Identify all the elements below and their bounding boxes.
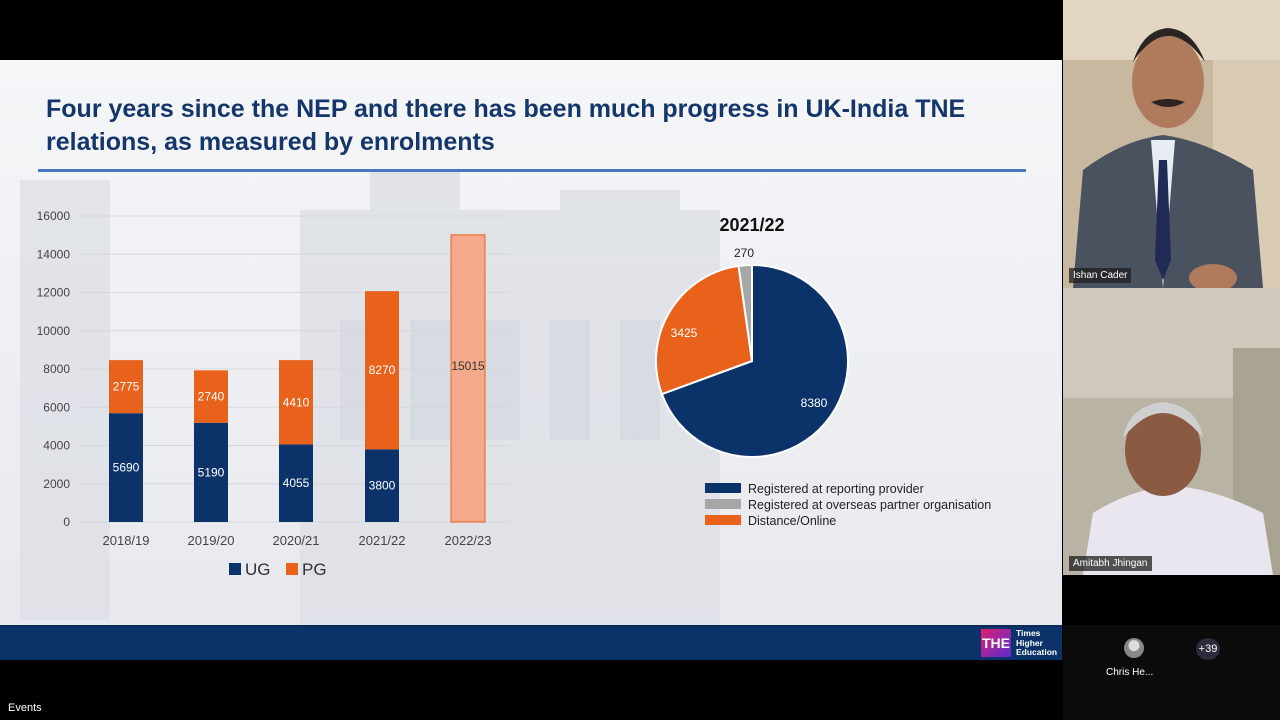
pie-legend-swatch [705, 483, 741, 493]
x-tick-label: 2021/22 [359, 533, 406, 548]
x-tick-label: 2018/19 [103, 533, 150, 548]
bar-ug-value-label: 4055 [283, 476, 310, 490]
x-tick-label: 2020/21 [273, 533, 320, 548]
speaker-1-video [1063, 0, 1280, 288]
the-logo-badge: THE [981, 629, 1011, 658]
legend-label-ug: UG [245, 560, 271, 579]
slide-background [0, 60, 1062, 625]
y-tick-label: 6000 [43, 400, 70, 414]
y-tick-label: 4000 [43, 439, 70, 453]
legend-label-pg: PG [302, 560, 327, 579]
title-divider [38, 169, 1026, 172]
the-logo-text: Times Higher Education [1016, 628, 1058, 658]
participant-strip [1063, 625, 1280, 720]
the-logo: THE Times Higher Education [981, 628, 1058, 658]
pie-slice [737, 263, 753, 362]
video-tile-speaker-1[interactable]: Ishan Cader [1063, 0, 1280, 288]
pie-slice [655, 264, 754, 396]
brand-line-3: Education [1016, 647, 1058, 657]
y-tick-label: 2000 [43, 477, 70, 491]
y-tick-label: 14000 [37, 247, 71, 261]
video-tile-speaker-2[interactable]: Amitabh Jhingan [1063, 288, 1280, 575]
speaker-2-name-tag: Amitabh Jhingan [1069, 556, 1152, 571]
pie-slice [660, 263, 849, 458]
bar-pg [365, 291, 399, 450]
bar-pg [194, 370, 228, 423]
pie-value-label: 270 [734, 246, 754, 260]
bar-ug [109, 413, 143, 522]
pie-legend-swatch [705, 499, 741, 509]
bar-ug [279, 444, 313, 522]
slide-title: Four years since the NEP and there has b… [46, 95, 966, 156]
bar-total [450, 234, 486, 523]
charts-area: 0 2000 4000 6000 8000 10000 12000 14000 16000 569… [37, 209, 992, 579]
bar-pg-value-label: 2775 [113, 380, 140, 394]
bar-ug [194, 422, 228, 522]
x-tick-label: 2022/23 [445, 533, 492, 548]
bar-pg-value-label: 8270 [369, 363, 396, 377]
bar-pg-value-label: 4410 [283, 395, 310, 409]
speaker-2-video [1063, 288, 1280, 575]
pie-legend-label: Distance/Online [748, 514, 836, 528]
brand-line-2: Higher [1016, 637, 1043, 648]
legend-swatch-pg [286, 563, 298, 575]
bar-pg-value-label: 2740 [198, 390, 225, 404]
pie-title: 2021/22 [719, 215, 784, 235]
y-tick-label: 8000 [43, 362, 70, 376]
events-label[interactable]: Events [8, 702, 42, 714]
pie-legend-swatch [705, 515, 741, 525]
pie-value-label: 3425 [671, 326, 698, 340]
legend-swatch-ug [229, 563, 241, 575]
bar-pg [279, 360, 313, 445]
pie-legend-label: Registered at reporting provider [748, 482, 924, 496]
presentation-slide: Four years since the NEP and there has b… [0, 60, 1062, 625]
bar-total-value-label: 15015 [451, 359, 485, 373]
speaker-1-name-tag: Ishan Cader [1069, 268, 1132, 283]
pie-value-label: 8380 [801, 396, 828, 410]
x-tick-label: 2019/20 [188, 533, 235, 548]
bar-ug [365, 449, 399, 522]
bar-pg [109, 360, 143, 414]
brand-line-1: Times [1016, 628, 1041, 638]
y-tick-label: 16000 [37, 209, 71, 223]
participant-name: Chris He... [1106, 667, 1154, 678]
y-tick-label: 12000 [37, 286, 71, 300]
bar-ug-value-label: 5190 [198, 465, 225, 479]
pie-legend-label: Registered at overseas partner organisat… [748, 498, 991, 512]
y-tick-label: 0 [63, 515, 70, 529]
participant-avatar[interactable] [1124, 638, 1144, 658]
y-tick-label: 10000 [37, 324, 71, 338]
more-participants-button[interactable]: +39 [1196, 638, 1220, 660]
slide-footer-bar [0, 625, 1062, 660]
bar-ug-value-label: 5690 [113, 461, 140, 475]
bar-ug-value-label: 3800 [369, 479, 396, 493]
